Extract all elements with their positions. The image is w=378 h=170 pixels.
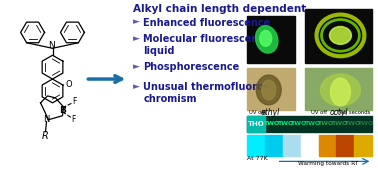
- Bar: [355, 135, 372, 156]
- Bar: [283, 135, 301, 156]
- Text: B: B: [59, 106, 67, 115]
- Bar: [247, 16, 294, 63]
- Text: Warming towards RT: Warming towards RT: [298, 161, 359, 166]
- Text: UV off: UV off: [310, 110, 327, 115]
- Text: TWO: TWO: [277, 121, 293, 126]
- Text: Alkyl chain length dependent: Alkyl chain length dependent: [133, 4, 307, 14]
- Text: TWO: TWO: [317, 121, 333, 126]
- Text: ethyl: ethyl: [261, 108, 280, 117]
- Bar: [247, 135, 265, 156]
- Text: octyl: octyl: [329, 108, 348, 117]
- Text: UV on: UV on: [249, 110, 264, 115]
- Text: Phosphorescence: Phosphorescence: [143, 62, 239, 72]
- Text: TWO: TWO: [263, 121, 280, 126]
- Text: Molecular fluorescence
liquid: Molecular fluorescence liquid: [143, 34, 271, 56]
- Bar: [319, 135, 336, 156]
- Bar: [301, 135, 319, 156]
- Text: TWO: TWO: [290, 121, 307, 126]
- Text: 0s: 0s: [262, 110, 268, 115]
- Text: F: F: [71, 115, 76, 124]
- Text: R: R: [42, 131, 48, 141]
- Text: ►: ►: [133, 62, 140, 71]
- Text: F: F: [73, 97, 77, 106]
- Ellipse shape: [330, 78, 350, 106]
- Bar: [247, 116, 372, 132]
- Ellipse shape: [260, 30, 272, 46]
- Text: TWO: TWO: [331, 121, 347, 126]
- Bar: [247, 116, 265, 132]
- Ellipse shape: [321, 74, 360, 106]
- Bar: [336, 135, 355, 156]
- Text: Unusual thermofluoro-
chromism: Unusual thermofluoro- chromism: [143, 82, 268, 104]
- Bar: [265, 135, 283, 156]
- Text: TWO: TWO: [304, 121, 320, 126]
- Ellipse shape: [262, 80, 276, 100]
- Text: Enhanced fluorescence: Enhanced fluorescence: [143, 18, 270, 28]
- Text: Few seconds: Few seconds: [337, 110, 370, 115]
- Text: TWO: TWO: [358, 121, 374, 126]
- Bar: [305, 9, 372, 63]
- Text: ►: ►: [133, 34, 140, 43]
- Text: At 77K: At 77K: [247, 156, 268, 161]
- Text: ►: ►: [133, 18, 140, 27]
- Text: N: N: [48, 41, 55, 50]
- Text: O: O: [65, 80, 72, 89]
- Text: TWO: TWO: [344, 121, 360, 126]
- Ellipse shape: [256, 75, 281, 105]
- Text: ►: ►: [133, 82, 140, 91]
- Ellipse shape: [330, 27, 352, 44]
- Text: N: N: [43, 115, 50, 124]
- Text: THO: THO: [247, 121, 264, 127]
- Bar: [305, 68, 372, 110]
- Ellipse shape: [256, 26, 278, 53]
- Bar: [247, 68, 294, 110]
